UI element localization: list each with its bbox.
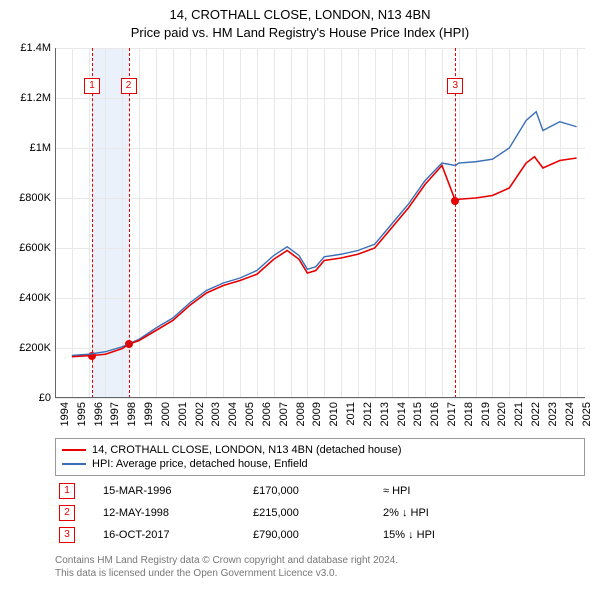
plot-area: £0£200K£400K£600K£800K£1M£1.2M£1.4M19941… (55, 48, 585, 398)
y-tick-label: £1.2M (1, 92, 51, 104)
series-hpi (72, 112, 577, 356)
y-axis (55, 48, 56, 398)
x-axis (55, 397, 585, 398)
x-tick-label: 2023 (547, 402, 559, 426)
sales-table-row: 1 15-MAR-1996£170,000≈ HPI (55, 480, 585, 502)
x-tick-label: 2021 (513, 402, 525, 426)
x-tick-label: 2025 (581, 402, 593, 426)
x-tick-label: 1996 (93, 402, 105, 426)
title-line-2: Price paid vs. HM Land Registry's House … (0, 24, 600, 42)
x-tick-label: 2008 (295, 402, 307, 426)
legend-label: HPI: Average price, detached house, Enfi… (92, 458, 308, 470)
x-tick-label: 2011 (345, 402, 357, 426)
x-tick-label: 1995 (76, 402, 88, 426)
x-tick-label: 2005 (244, 402, 256, 426)
y-tick-label: £400K (1, 292, 51, 304)
x-tick-label: 2012 (362, 402, 374, 426)
x-tick-label: 2024 (564, 402, 576, 426)
sales-row-number: 2 (59, 505, 75, 521)
sales-row-hpi-delta: 15% ↓ HPI (383, 529, 585, 541)
sales-row-number: 3 (59, 527, 75, 543)
y-tick-label: £1.4M (1, 42, 51, 54)
legend-swatch (62, 449, 86, 451)
x-tick-label: 2016 (429, 402, 441, 426)
sales-row-date: 16-OCT-2017 (103, 529, 253, 541)
y-tick-label: £600K (1, 242, 51, 254)
x-tick-label: 2006 (261, 402, 273, 426)
x-tick-label: 2003 (210, 402, 222, 426)
x-tick-label: 2010 (328, 402, 340, 426)
sales-row-hpi-delta: ≈ HPI (383, 485, 585, 497)
x-tick-label: 2015 (412, 402, 424, 426)
y-tick-label: £1M (1, 142, 51, 154)
x-tick-label: 2002 (194, 402, 206, 426)
x-tick-label: 2019 (480, 402, 492, 426)
y-tick-label: £0 (1, 392, 51, 404)
line-series-layer (55, 48, 585, 398)
legend-swatch (62, 463, 86, 465)
sales-table-row: 3 16-OCT-2017£790,00015% ↓ HPI (55, 524, 585, 546)
x-tick-label: 2022 (530, 402, 542, 426)
x-tick-label: 2013 (379, 402, 391, 426)
x-tick-label: 1997 (109, 402, 121, 426)
chart-title: 14, CROTHALL CLOSE, LONDON, N13 4BN Pric… (0, 0, 600, 41)
legend-item: HPI: Average price, detached house, Enfi… (62, 457, 578, 471)
x-tick-label: 1994 (59, 402, 71, 426)
footer-attribution: Contains HM Land Registry data © Crown c… (55, 554, 585, 580)
legend: 14, CROTHALL CLOSE, LONDON, N13 4BN (det… (55, 438, 585, 476)
y-tick-label: £800K (1, 192, 51, 204)
sales-row-date: 12-MAY-1998 (103, 507, 253, 519)
sales-row-price: £215,000 (253, 507, 383, 519)
x-tick-label: 1998 (126, 402, 138, 426)
x-tick-label: 2017 (446, 402, 458, 426)
x-tick-label: 2009 (311, 402, 323, 426)
x-tick-label: 2020 (496, 402, 508, 426)
x-tick-label: 2000 (160, 402, 172, 426)
footer-line-1: Contains HM Land Registry data © Crown c… (55, 554, 585, 567)
sales-row-number: 1 (59, 483, 75, 499)
legend-item: 14, CROTHALL CLOSE, LONDON, N13 4BN (det… (62, 443, 578, 457)
sales-row-price: £790,000 (253, 529, 383, 541)
sales-row-hpi-delta: 2% ↓ HPI (383, 507, 585, 519)
x-tick-label: 2018 (463, 402, 475, 426)
x-tick-label: 2001 (177, 402, 189, 426)
sales-row-price: £170,000 (253, 485, 383, 497)
title-line-1: 14, CROTHALL CLOSE, LONDON, N13 4BN (0, 6, 600, 24)
grid-line-horizontal (55, 398, 585, 399)
chart-container: 14, CROTHALL CLOSE, LONDON, N13 4BN Pric… (0, 0, 600, 590)
y-tick-label: £200K (1, 342, 51, 354)
footer-line-2: This data is licensed under the Open Gov… (55, 567, 585, 580)
x-tick-label: 2014 (396, 402, 408, 426)
x-tick-label: 1999 (143, 402, 155, 426)
sales-table: 1 15-MAR-1996£170,000≈ HPI 2 12-MAY-1998£21… (55, 480, 585, 546)
legend-label: 14, CROTHALL CLOSE, LONDON, N13 4BN (det… (92, 444, 402, 456)
sales-row-date: 15-MAR-1996 (103, 485, 253, 497)
x-tick-label: 2007 (278, 402, 290, 426)
sales-table-row: 2 12-MAY-1998£215,0002% ↓ HPI (55, 502, 585, 524)
x-tick-label: 2004 (227, 402, 239, 426)
